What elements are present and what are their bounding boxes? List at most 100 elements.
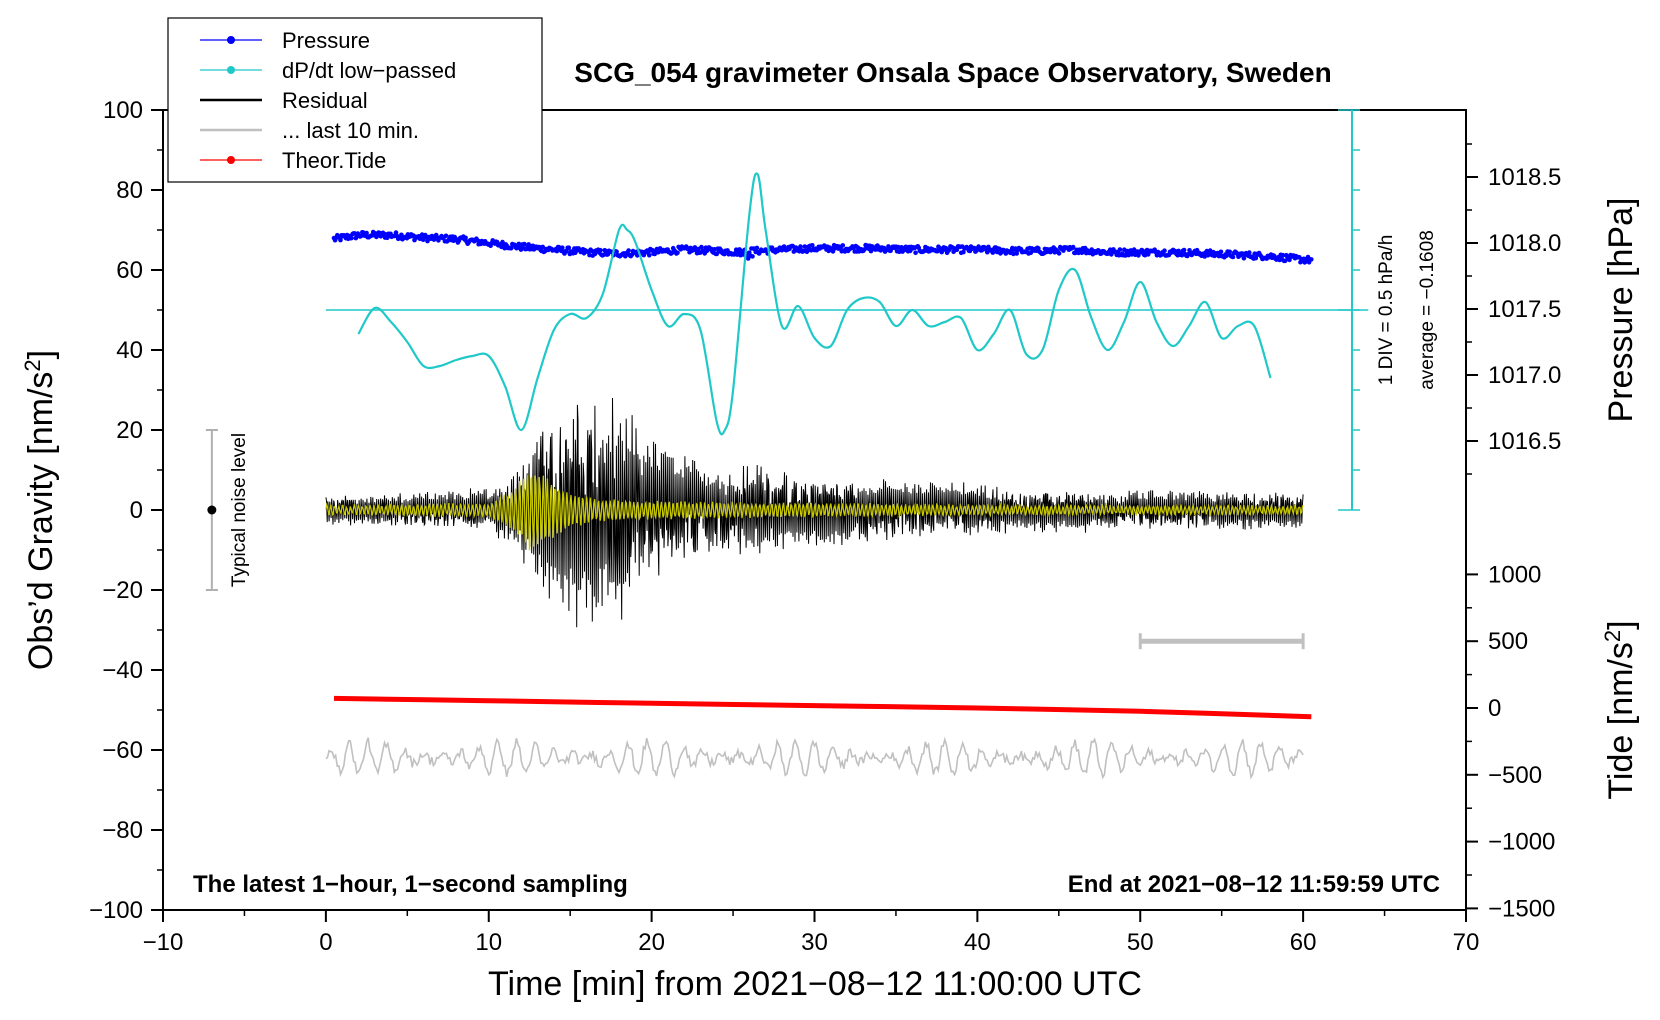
pressure-point bbox=[1117, 247, 1123, 252]
pressure-point bbox=[598, 247, 603, 253]
pressure-point bbox=[1247, 250, 1252, 255]
pressure-point bbox=[1070, 244, 1076, 250]
pressure-point bbox=[1218, 249, 1224, 255]
tide-tick-label: 500 bbox=[1488, 628, 1528, 655]
pressure-point bbox=[750, 254, 755, 259]
x-axis-label: Time [min] from 2021−08−12 11:00:00 UTC bbox=[488, 965, 1142, 1003]
pressure-point bbox=[1287, 257, 1292, 263]
x-tick-label: 50 bbox=[1127, 929, 1154, 956]
tide-tick-label: −1000 bbox=[1488, 829, 1555, 856]
dpdt-scale-label: 1 DIV = 0.5 hPa/h bbox=[1376, 235, 1397, 386]
noise-bar-dot bbox=[207, 505, 217, 515]
y-left-tick-label: −20 bbox=[102, 577, 143, 604]
pressure-point bbox=[364, 230, 369, 236]
pressure-point bbox=[913, 250, 918, 256]
pressure-point bbox=[522, 241, 527, 247]
pressure-point bbox=[897, 249, 902, 254]
tide-line bbox=[333, 695, 1312, 720]
pressure-point bbox=[443, 233, 449, 239]
axis-ticks: −10 0 10 20 30 40 50 60 70−100−80−60−40−20020406… bbox=[89, 97, 1561, 956]
last10-line bbox=[325, 736, 1304, 780]
y-left-tick-label: 100 bbox=[103, 97, 143, 124]
y-left-tick-label: 0 bbox=[130, 497, 143, 524]
pressure-point bbox=[1181, 247, 1187, 253]
pressure-point bbox=[564, 249, 569, 254]
y-left-tick-label: −60 bbox=[102, 737, 143, 764]
pressure-point bbox=[566, 245, 572, 250]
tide-tick-label: 0 bbox=[1488, 695, 1501, 722]
legend: Pressure dP/dt low−passed Residual ... last… bbox=[167, 17, 543, 183]
legend-label: Pressure bbox=[282, 28, 370, 53]
legend-marker bbox=[227, 66, 235, 74]
pressure-point bbox=[1280, 252, 1286, 258]
pressure-point bbox=[1230, 254, 1236, 260]
pressure-point bbox=[961, 249, 966, 255]
pressure-tick-label: 1018.0 bbox=[1488, 230, 1561, 257]
y-left-tick-label: 80 bbox=[116, 177, 143, 204]
pressure-point bbox=[1241, 255, 1247, 261]
pressure-point bbox=[1253, 255, 1259, 261]
pressure-point bbox=[1309, 257, 1314, 262]
pressure-point bbox=[626, 248, 631, 253]
pressure-point bbox=[508, 245, 514, 251]
legend-label: dP/dt low−passed bbox=[282, 58, 456, 83]
x-tick-label: 60 bbox=[1290, 929, 1317, 956]
chart-title: SCG_054 gravimeter Onsala Space Observat… bbox=[574, 57, 1331, 88]
pressure-point bbox=[1014, 251, 1019, 256]
pressure-point bbox=[810, 243, 815, 248]
x-tick-label: 70 bbox=[1453, 929, 1480, 956]
legend-marker bbox=[227, 36, 235, 44]
y-left-tick-label: −100 bbox=[89, 897, 143, 924]
y-axis-label-left: Obs’d Gravity [nm/s2] bbox=[20, 350, 60, 670]
pressure-tick-label: 1017.0 bbox=[1488, 362, 1561, 389]
legend-label: Theor.Tide bbox=[282, 148, 386, 173]
pressure-point bbox=[425, 238, 430, 244]
residual-filtered-line bbox=[325, 474, 1304, 551]
tide-tick-label: 1000 bbox=[1488, 561, 1541, 588]
dpdt-line bbox=[357, 172, 1272, 436]
residual-line bbox=[325, 397, 1304, 628]
legend-label: ... last 10 min. bbox=[282, 118, 419, 143]
noise-level-label: Typical noise level bbox=[229, 433, 250, 587]
pressure-point bbox=[1227, 249, 1232, 255]
legend-box bbox=[167, 17, 543, 183]
y-left-tick-label: 60 bbox=[116, 257, 143, 284]
pressure-series bbox=[331, 229, 1314, 265]
y-axis-label-tide: Tide [nm/s2] bbox=[1600, 620, 1640, 799]
pressure-point bbox=[647, 253, 652, 258]
x-tick-label: 40 bbox=[964, 929, 991, 956]
pressure-tick-label: 1018.5 bbox=[1488, 164, 1561, 191]
pressure-point bbox=[463, 235, 468, 241]
pressure-point bbox=[939, 249, 944, 255]
pressure-point bbox=[500, 239, 505, 245]
pressure-point bbox=[754, 245, 760, 251]
pressure-point bbox=[798, 244, 803, 249]
pressure-point bbox=[699, 244, 704, 250]
footer-right: End at 2021−08−12 11:59:59 UTC bbox=[1068, 871, 1440, 898]
series-layer bbox=[205, 109, 1369, 780]
pressure-point bbox=[614, 249, 619, 254]
pressure-point bbox=[1140, 248, 1146, 253]
tide-tick-label: −500 bbox=[1488, 762, 1542, 789]
pressure-point bbox=[358, 233, 364, 239]
y-left-tick-label: −40 bbox=[102, 657, 143, 684]
x-tick-label: 20 bbox=[638, 929, 665, 956]
pressure-point bbox=[1028, 250, 1034, 255]
pressure-point bbox=[990, 250, 996, 255]
x-tick-label: 0 bbox=[319, 929, 332, 956]
dpdt-average-label: average = −0.1608 bbox=[1417, 230, 1438, 390]
pressure-point bbox=[840, 243, 846, 248]
x-tick-label: 10 bbox=[475, 929, 502, 956]
y-axis-label-pressure: Pressure [hPa] bbox=[1602, 198, 1640, 423]
x-tick-label: −10 bbox=[143, 929, 184, 956]
pressure-point bbox=[349, 235, 354, 241]
pressure-tick-label: 1016.5 bbox=[1488, 428, 1561, 455]
pressure-point bbox=[1056, 251, 1062, 256]
pressure-point bbox=[338, 237, 343, 243]
pressure-point bbox=[675, 250, 680, 256]
x-tick-label: 30 bbox=[801, 929, 828, 956]
y-left-tick-label: 40 bbox=[116, 337, 143, 364]
legend-marker bbox=[227, 156, 235, 164]
pressure-point bbox=[1136, 253, 1141, 258]
